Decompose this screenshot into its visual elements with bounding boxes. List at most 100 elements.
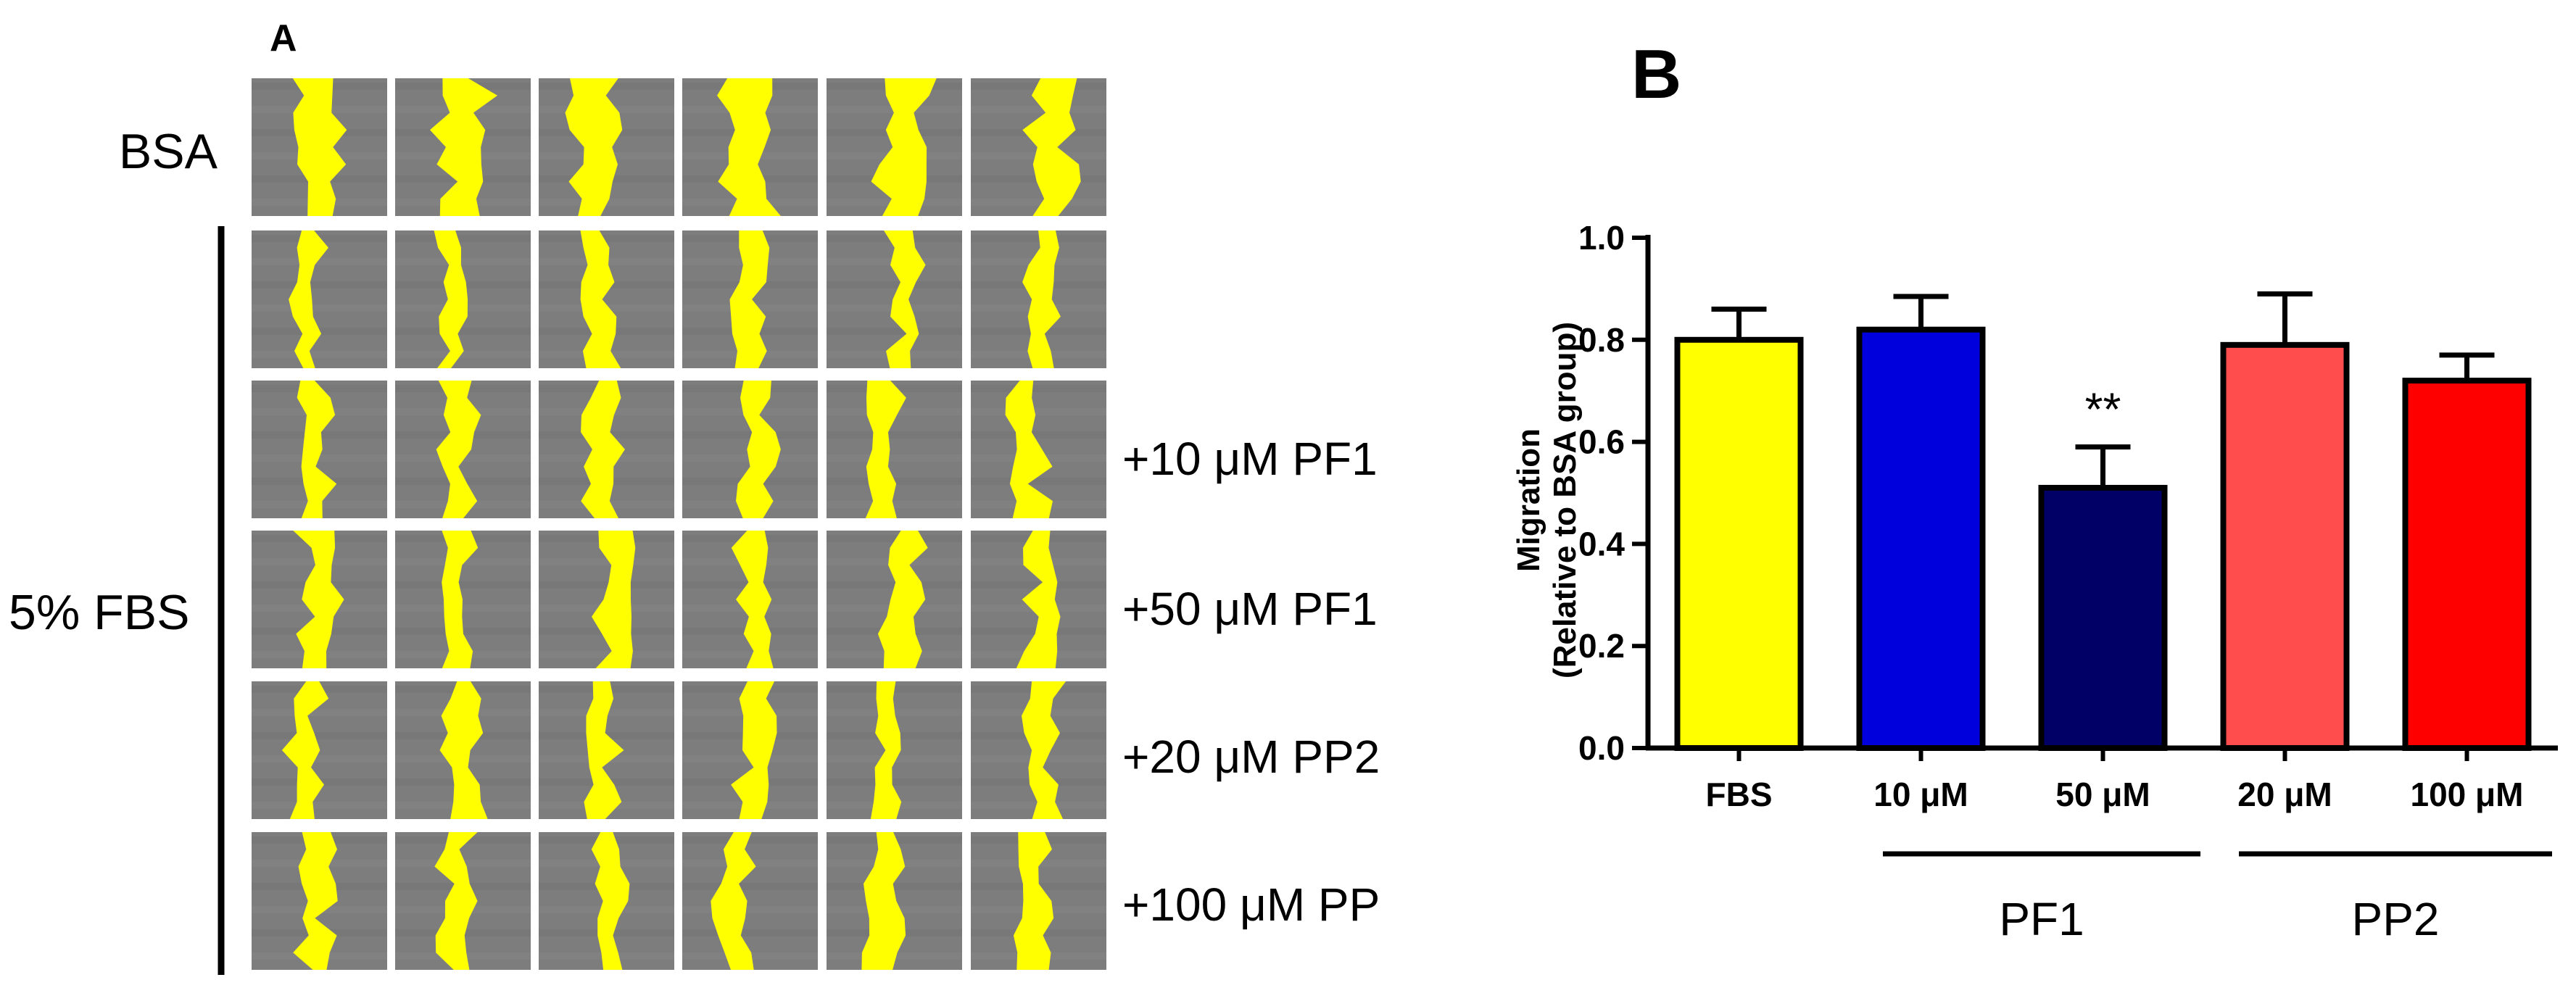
group-label-pf1: PF1 bbox=[1999, 893, 2084, 945]
micrograph-tile bbox=[971, 832, 1106, 970]
bar-chart: 0.0 0.2 0.4 0.6 0.8 1.0 FBS 10 μM 50 μM ** 20 μM 10… bbox=[1578, 219, 2558, 813]
wound-area bbox=[436, 381, 481, 518]
y-axis-title-line1: Migration bbox=[1511, 428, 1546, 572]
wound-area bbox=[870, 681, 902, 819]
wound-area bbox=[884, 230, 926, 368]
wound-area bbox=[581, 381, 625, 518]
y-tick-label: 0.4 bbox=[1578, 525, 1625, 562]
y-tick-label: 0.2 bbox=[1578, 627, 1625, 665]
wound-area bbox=[439, 681, 488, 819]
micrograph-grid bbox=[252, 78, 1106, 970]
y-axis-title: Migration (Relative to BSA group) bbox=[1511, 322, 1583, 678]
micrograph-tile bbox=[827, 531, 962, 668]
y-tick-label: 1.0 bbox=[1578, 219, 1625, 257]
micrograph-tile bbox=[971, 230, 1106, 368]
bar-3 bbox=[2220, 341, 2350, 751]
row-label-20um-pp2: +20 μM PP2 bbox=[1122, 731, 1380, 783]
micrograph-tile bbox=[395, 531, 531, 668]
x-tick-label: 20 μM bbox=[2237, 776, 2332, 813]
micrograph-tile bbox=[682, 78, 818, 216]
micrograph-tile bbox=[252, 78, 387, 216]
micrograph-tile bbox=[539, 531, 674, 668]
wound-area bbox=[861, 832, 906, 970]
wound-area bbox=[1022, 681, 1067, 819]
micrograph-tile bbox=[395, 832, 531, 970]
group-label-pp2: PP2 bbox=[2352, 893, 2440, 945]
group-label-5pct-fbs: 5% FBS bbox=[9, 585, 189, 640]
panel-b: B Migration (Relative to BSA group) 0.00… bbox=[1511, 36, 2558, 945]
wound-area bbox=[871, 78, 937, 216]
wound-area bbox=[565, 78, 623, 216]
micrograph-tile bbox=[395, 78, 531, 216]
wound-area bbox=[736, 381, 781, 518]
row-label-10um-pf1: +10 μM PF1 bbox=[1122, 433, 1378, 485]
wound-area bbox=[1016, 531, 1061, 668]
y-tick-label: 0.6 bbox=[1578, 423, 1625, 461]
row-label-50um-pf1: +50 μM PF1 bbox=[1122, 583, 1378, 635]
micrograph-tile bbox=[827, 230, 962, 368]
wound-area bbox=[584, 681, 624, 819]
micrograph-tile bbox=[252, 681, 387, 819]
wound-area bbox=[434, 230, 468, 368]
x-tick-label: FBS bbox=[1706, 776, 1773, 813]
wound-area bbox=[729, 230, 770, 368]
row-label-100um-pp: +100 μM PP bbox=[1122, 879, 1380, 931]
micrograph-tile bbox=[971, 78, 1106, 216]
micrograph-tile bbox=[682, 381, 818, 518]
wound-area bbox=[591, 832, 630, 970]
micrograph-tile bbox=[395, 230, 531, 368]
micrograph-tile bbox=[682, 681, 818, 819]
micrograph-tile bbox=[682, 832, 818, 970]
micrograph-tile bbox=[252, 230, 387, 368]
micrograph-tile bbox=[539, 381, 674, 518]
wound-area bbox=[1005, 381, 1053, 518]
wound-area bbox=[434, 832, 478, 970]
micrograph-tile bbox=[682, 531, 818, 668]
micrograph-tile bbox=[827, 681, 962, 819]
micrograph-tile bbox=[395, 681, 531, 819]
wound-area bbox=[865, 381, 906, 518]
panel-a: A BSA +10 μM PF1 +50 μM PF1 +20 μM PP2 +… bbox=[9, 17, 1380, 975]
micrograph-tile bbox=[827, 832, 962, 970]
wound-area bbox=[711, 832, 756, 970]
x-tick-label: 10 μM bbox=[1873, 776, 1968, 813]
micrograph-tile bbox=[971, 531, 1106, 668]
micrograph-tile bbox=[827, 78, 962, 216]
wound-area bbox=[442, 531, 479, 668]
micrograph-tile bbox=[539, 230, 674, 368]
wound-area bbox=[430, 78, 498, 216]
wound-area bbox=[580, 230, 621, 368]
wound-area bbox=[1022, 230, 1061, 368]
panel-b-letter: B bbox=[1631, 36, 1681, 113]
wound-area bbox=[1022, 78, 1081, 216]
row-label-bsa: BSA bbox=[119, 124, 218, 179]
micrograph-tile bbox=[971, 381, 1106, 518]
wound-area bbox=[877, 531, 928, 668]
x-tick-label: 50 μM bbox=[2055, 776, 2150, 813]
wound-area bbox=[293, 531, 344, 668]
micrograph-tile bbox=[252, 531, 387, 668]
wound-area bbox=[1013, 832, 1054, 970]
bar-2 bbox=[2038, 484, 2168, 752]
micrograph-tile bbox=[971, 681, 1106, 819]
bar-4 bbox=[2402, 378, 2532, 751]
x-tick-label: 100 μM bbox=[2411, 776, 2524, 813]
wound-area bbox=[731, 531, 774, 668]
significance-marker: ** bbox=[2085, 383, 2121, 436]
micrograph-tile bbox=[682, 230, 818, 368]
micrograph-tile bbox=[827, 381, 962, 518]
panel-a-letter: A bbox=[270, 17, 297, 59]
y-tick-label: 0.8 bbox=[1578, 321, 1625, 359]
wound-area bbox=[592, 531, 636, 668]
micrograph-tile bbox=[395, 381, 531, 518]
micrograph-tile bbox=[539, 681, 674, 819]
micrograph-tile bbox=[252, 832, 387, 970]
micrograph-tile bbox=[252, 381, 387, 518]
bar-0 bbox=[1674, 336, 1804, 751]
wound-area bbox=[293, 832, 338, 970]
wound-area bbox=[292, 78, 347, 216]
wound-area bbox=[297, 381, 337, 518]
micrograph-tile bbox=[539, 832, 674, 970]
y-axis-title-line2: (Relative to BSA group) bbox=[1547, 322, 1583, 678]
